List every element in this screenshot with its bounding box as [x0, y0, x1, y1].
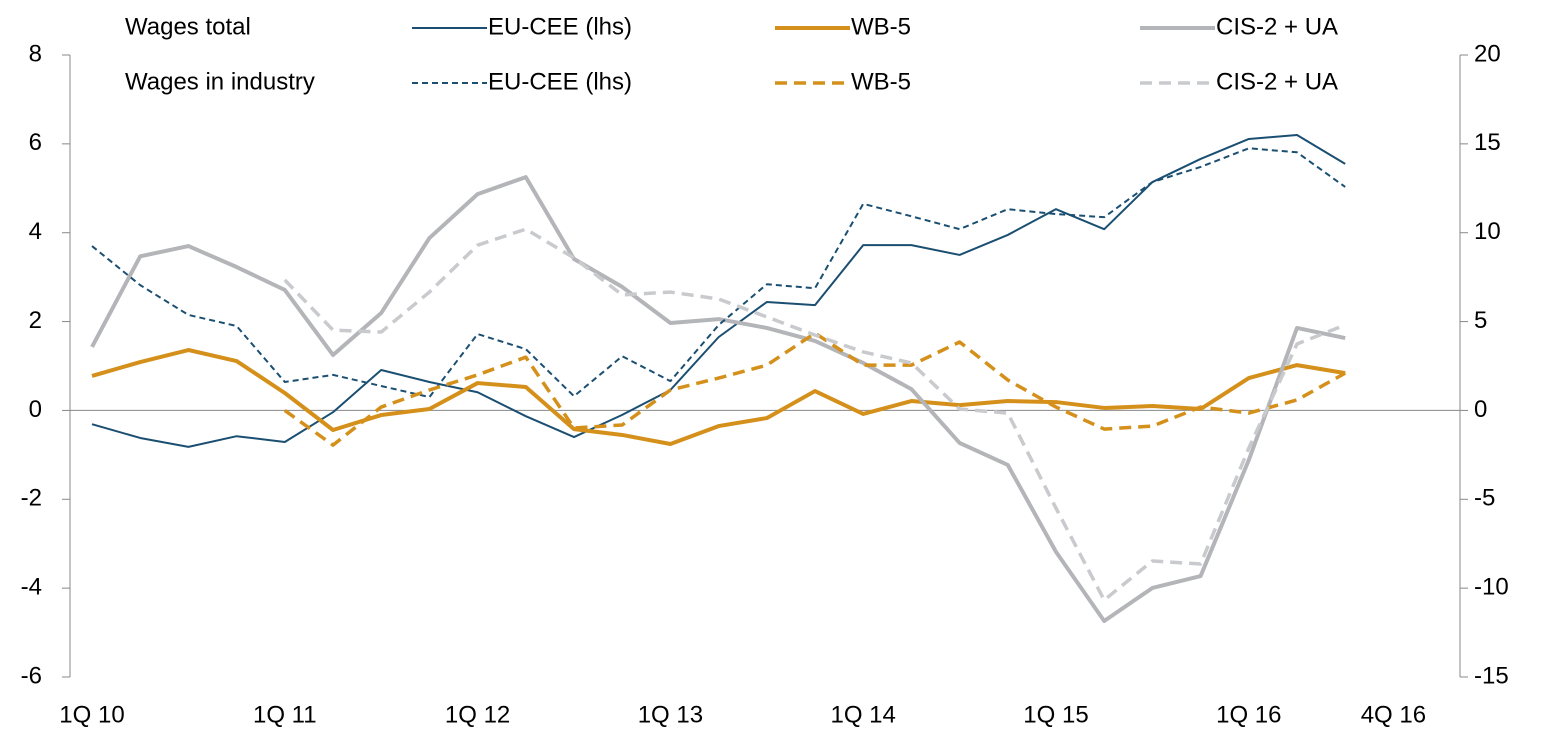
x-tick-label: 1Q 14	[831, 701, 896, 728]
series-line	[91, 147, 1346, 399]
y-tick-label: -2	[21, 485, 42, 512]
series-line	[91, 348, 1346, 447]
x-tick-label: 1Q 11	[253, 701, 317, 728]
x-tick-label: 1Q 13	[638, 701, 703, 728]
y2-tick-label: 15	[1474, 129, 1501, 156]
legend-label: CIS-2 + UA	[1216, 68, 1338, 95]
legend-group-label: Wages total	[125, 13, 251, 40]
y-tick-label: -4	[21, 573, 42, 600]
y-tick-label: 6	[29, 129, 42, 156]
y2-tick-label: 10	[1474, 218, 1501, 245]
y-tick-label: 2	[29, 307, 42, 334]
series-line	[91, 133, 1346, 448]
x-tick-label: 1Q 16	[1216, 701, 1281, 728]
legend-label: WB-5	[851, 13, 911, 40]
legend-label: EU-CEE (lhs)	[488, 68, 632, 95]
y2-tick-label: -5	[1474, 485, 1495, 512]
y-tick-label: 4	[29, 218, 42, 245]
legend-label: EU-CEE (lhs)	[488, 13, 632, 40]
y2-tick-label: 20	[1474, 40, 1501, 67]
series-line	[90, 175, 1346, 624]
y-tick-label: 0	[29, 396, 42, 423]
x-tick-label: 1Q 10	[59, 701, 124, 728]
y-tick-label: 8	[29, 40, 42, 67]
legend-label: CIS-2 + UA	[1216, 13, 1338, 40]
x-tick-label: 4Q 16	[1361, 701, 1426, 728]
legend-group-label: Wages in industry	[125, 68, 315, 95]
y2-tick-label: -15	[1474, 662, 1509, 689]
y-tick-label: -6	[21, 662, 42, 689]
y2-tick-label: -10	[1474, 573, 1509, 600]
y2-tick-label: 0	[1474, 396, 1487, 423]
legend-label: WB-5	[851, 68, 911, 95]
x-tick-label: 1Q 15	[1023, 701, 1088, 728]
x-tick-label: 1Q 12	[445, 701, 510, 728]
y2-tick-label: 5	[1474, 307, 1487, 334]
series-line	[283, 227, 1346, 602]
